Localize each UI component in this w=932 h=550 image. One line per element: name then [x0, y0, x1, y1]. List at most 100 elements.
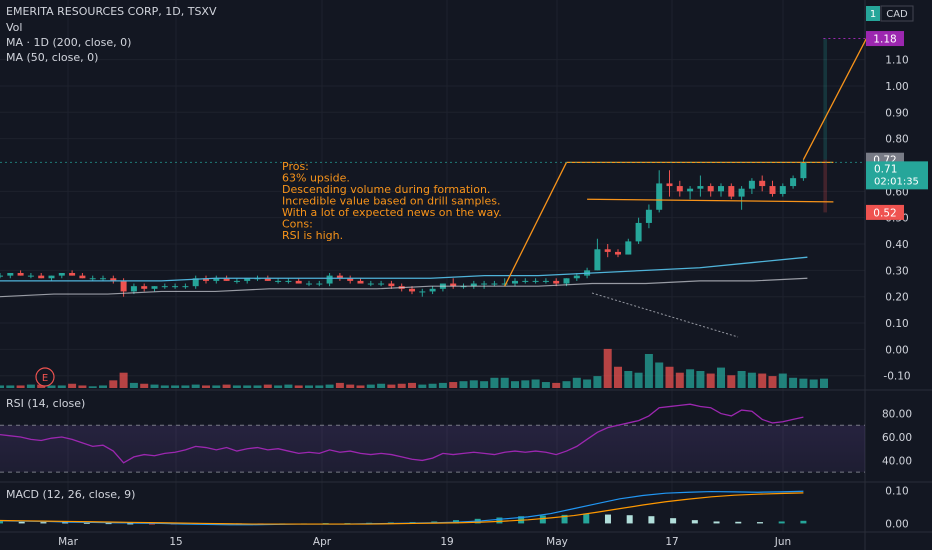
macd-histogram-bar — [18, 521, 25, 524]
candle — [17, 270, 24, 276]
candle — [542, 278, 549, 284]
macd-histogram-bar — [583, 513, 590, 524]
candle-body — [27, 275, 34, 277]
indicator-ma50[interactable]: MA (50, close, 0) — [6, 51, 98, 64]
ma200-line[interactable] — [0, 277, 808, 298]
volume-bar — [387, 384, 396, 388]
macd-axis[interactable]: 0.10 0.00 — [885, 486, 908, 531]
volume-bar — [789, 377, 798, 388]
rsi-line[interactable] — [0, 403, 804, 464]
candle — [532, 278, 539, 284]
candle-body — [573, 275, 580, 279]
volume-bar — [511, 381, 519, 388]
time-tick: Mar — [58, 536, 78, 548]
volume-bars — [0, 348, 828, 388]
candle-body — [738, 188, 745, 197]
candle-body — [326, 275, 333, 284]
candle-body — [759, 180, 766, 187]
annotation-text[interactable]: Pros:63% upside.Descending volume during… — [282, 160, 502, 242]
target-trendline[interactable] — [802, 38, 867, 161]
time-tick: 17 — [665, 536, 678, 548]
candle-body — [172, 286, 179, 288]
position-loss-zone[interactable] — [823, 159, 827, 213]
candle — [625, 238, 632, 255]
candle — [800, 159, 807, 181]
volume-bar — [212, 385, 221, 388]
candle-body — [604, 249, 611, 252]
macd-histogram-bar — [691, 520, 698, 524]
candle — [769, 180, 776, 197]
candle — [203, 275, 209, 284]
candle-body — [285, 280, 292, 282]
rsi-tick: 80.00 — [882, 409, 912, 421]
volume-bar — [315, 385, 324, 388]
symbol-title[interactable]: EMERITA RESOURCES CORP, 1D, TSXV — [6, 5, 217, 18]
currency-label: CAD — [886, 9, 908, 20]
stop-badge — [866, 204, 904, 220]
earnings-marker[interactable]: E — [35, 367, 55, 387]
macd-label[interactable]: MACD (12, 26, close, 9) — [6, 488, 135, 501]
candle-body — [594, 249, 601, 271]
candle-body — [79, 275, 86, 279]
volume-bar — [37, 384, 46, 388]
candle — [48, 275, 55, 281]
candle-body — [779, 186, 786, 194]
candle-body — [0, 275, 3, 277]
macd-signal-line[interactable] — [0, 492, 804, 525]
rsi-axis[interactable]: 80.00 60.00 40.00 — [882, 409, 912, 468]
candle-body — [553, 280, 560, 284]
long-position-tool[interactable] — [823, 38, 827, 213]
volume-bar — [675, 372, 684, 388]
flag-bottom-line[interactable] — [587, 198, 834, 203]
volume-bar — [696, 371, 705, 388]
currency-badge[interactable]: 1 CAD — [866, 5, 914, 22]
volume-bar — [603, 348, 612, 388]
candle-body — [409, 288, 415, 292]
target-badge-text: 1.18 — [873, 34, 896, 46]
candle — [285, 278, 292, 284]
candle — [594, 238, 601, 271]
candle-body — [542, 280, 549, 282]
candle — [347, 275, 354, 284]
volume-bar — [449, 382, 458, 388]
candle-body — [48, 275, 55, 279]
volume-bar — [397, 383, 406, 388]
ma50-line[interactable] — [0, 256, 808, 282]
volume-bar — [634, 372, 643, 388]
volume-bar — [490, 377, 499, 388]
indicator-ma200[interactable]: MA · 1D (200, close, 0) — [6, 36, 131, 49]
drawings[interactable] — [0, 38, 867, 338]
currency-box — [880, 5, 914, 22]
price-candles — [0, 159, 807, 297]
candle — [182, 283, 189, 289]
volume-trendline[interactable] — [591, 292, 739, 338]
rsi-band — [0, 425, 865, 473]
volume-bar — [243, 385, 252, 388]
position-profit-zone[interactable] — [823, 38, 827, 160]
price-axis[interactable]: 1.101.000.900.800.600.500.400.300.200.10… — [883, 55, 910, 383]
price-tick: -0.10 — [883, 371, 910, 383]
candle — [728, 183, 735, 200]
volume-bar — [68, 383, 77, 388]
volume-bar — [6, 385, 15, 388]
indicator-vol[interactable]: Vol — [6, 21, 22, 34]
candle-body — [615, 251, 621, 255]
candle — [707, 183, 714, 197]
volume-bar — [325, 384, 334, 388]
macd-histogram-bar — [62, 522, 69, 524]
candle-body — [522, 280, 529, 282]
candle-body — [336, 275, 343, 279]
trendline-flagpole[interactable] — [504, 162, 568, 287]
volume-bar — [552, 382, 561, 388]
volume-bar — [202, 385, 210, 388]
volume-bar — [727, 375, 736, 388]
volume-bar — [366, 384, 375, 388]
legend[interactable]: EMERITA RESOURCES CORP, 1D, TSXV Vol MA … — [6, 5, 217, 64]
rsi-label[interactable]: RSI (14, close) — [6, 397, 85, 410]
candle — [161, 283, 168, 289]
candle — [429, 286, 436, 295]
volume-bar — [583, 379, 592, 388]
candle-body — [367, 283, 374, 285]
time-axis[interactable]: Mar 15 Apr 19 May 17 Jun — [58, 536, 791, 548]
